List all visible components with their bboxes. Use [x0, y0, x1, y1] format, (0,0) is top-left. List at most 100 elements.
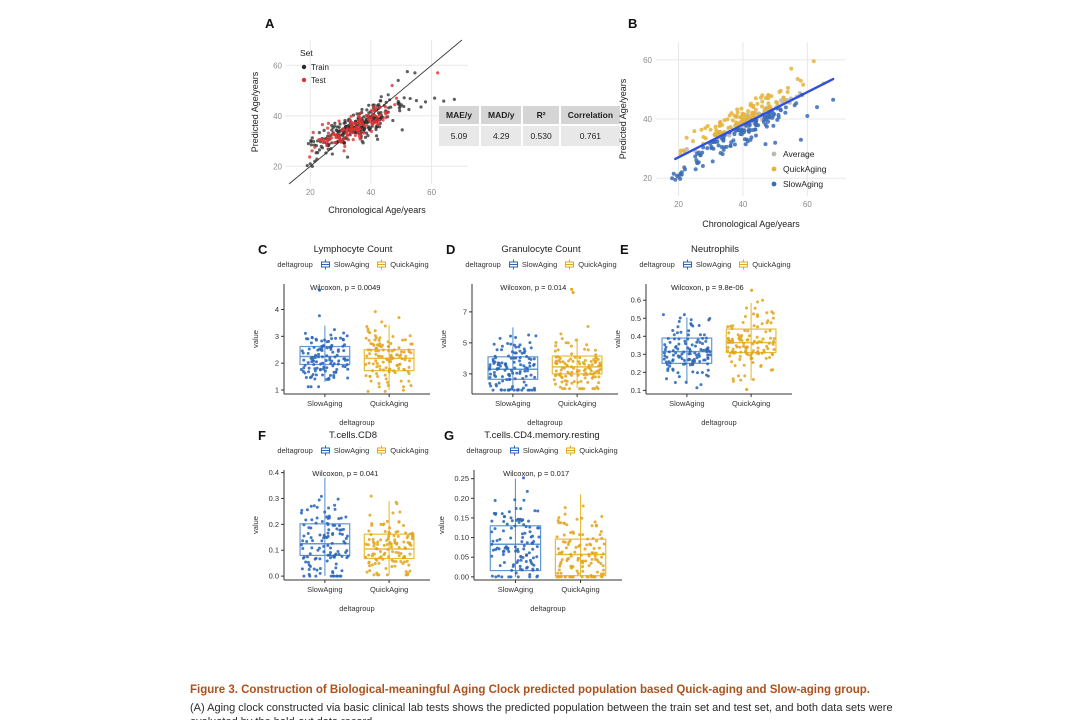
boxplot-key-icon: [377, 259, 387, 270]
metric-header-mae: MAE/y: [439, 106, 479, 124]
panel-d-box-plot: 3 5 7 Wilcoxon, p = 0.014 SlowAging QuickAgin…: [438, 270, 628, 433]
panel-f-title: T.cells.CD8: [328, 430, 378, 441]
svg-text:60: 60: [643, 56, 652, 65]
panel-c: C Lymphocyte Count deltagroup SlowAging …: [250, 240, 440, 433]
svg-text:1: 1: [275, 385, 279, 394]
svg-text:5: 5: [463, 338, 467, 347]
svg-text:40: 40: [273, 112, 282, 121]
svg-text:Wilcoxon, p = 9.8e-06: Wilcoxon, p = 9.8e-06: [671, 283, 744, 292]
metrics-table: MAE/y MAD/y R² Correlation 5.09 4.29 0.5…: [437, 104, 622, 148]
svg-text:0.2: 0.2: [269, 520, 279, 529]
panel-g: G T.cells.CD4.memory.resting deltagroup …: [436, 426, 632, 619]
legend-label: QuickAging: [578, 260, 617, 269]
boxplot-key-icon: [320, 259, 330, 270]
legend-label: SlowAging: [333, 446, 370, 455]
svg-text:Test: Test: [311, 76, 326, 85]
metric-value-correlation: 0.761: [560, 126, 621, 146]
svg-text:0.2: 0.2: [631, 368, 641, 377]
panel-e: E Neutrophils deltagroup SlowAging Quick…: [612, 240, 802, 433]
panel-a: A 20 40 60 20 40 60 Chronological Age/years Pre…: [248, 14, 476, 221]
svg-text:value: value: [437, 516, 446, 534]
panel-b-scatter-plot: 20 40 60 20 40 60 Chronological Age/years Predi…: [616, 34, 858, 235]
panel-d: D Granulocyte Count deltagroup SlowAging…: [438, 240, 628, 433]
svg-text:SlowAging: SlowAging: [783, 179, 823, 189]
svg-text:0.15: 0.15: [454, 513, 469, 522]
svg-text:40: 40: [643, 115, 652, 124]
panel-g-box-plot: 0.00 0.05 0.10 0.15 0.20 0.25 Wilcoxon, p = 0.…: [436, 456, 632, 619]
panel-e-title: Neutrophils: [690, 244, 740, 255]
legend-label: SlowAging: [521, 260, 558, 269]
legend-key-quickaging: QuickAging: [376, 445, 429, 456]
svg-text:Set: Set: [300, 48, 313, 58]
panel-c-legend: deltagroup SlowAging QuickAging: [266, 259, 440, 270]
boxplot-key-icon: [509, 445, 519, 456]
svg-text:20: 20: [306, 188, 315, 197]
boxplot-key-icon: [682, 259, 692, 270]
svg-text:0.25: 0.25: [454, 474, 469, 483]
panel-b-chart: 20 40 60 20 40 60 Chronological Age/years Predi…: [618, 42, 846, 229]
panel-f-box-plot: 0.0 0.1 0.2 0.3 0.4 Wilcoxon, p = 0.041 SlowAg…: [250, 456, 440, 619]
svg-text:QuickAging: QuickAging: [558, 399, 596, 408]
panel-f-letter: F: [258, 428, 266, 443]
svg-text:deltagroup: deltagroup: [530, 604, 565, 613]
panel-f: F T.cells.CD8 deltagroup SlowAging Quick…: [250, 426, 440, 619]
metrics-value-row: 5.09 4.29 0.530 0.761: [439, 126, 621, 146]
panel-a-scatter-plot: 20 40 60 20 40 60 Chronological Age/years Predi…: [248, 34, 476, 221]
legend-title: deltagroup: [465, 260, 501, 269]
panel-f-chart: 0.0 0.1 0.2 0.3 0.4 Wilcoxon, p = 0.041 SlowAg…: [251, 468, 430, 613]
legend-title: deltagroup: [466, 446, 502, 455]
svg-text:SlowAging: SlowAging: [495, 399, 530, 408]
svg-text:60: 60: [803, 200, 812, 209]
metric-header-correlation: Correlation: [560, 106, 621, 124]
boxplot-key-icon: [739, 259, 749, 270]
boxplot-key-icon: [377, 445, 387, 456]
svg-text:value: value: [251, 330, 260, 348]
panel-e-legend: deltagroup SlowAging QuickAging: [628, 259, 802, 270]
legend-title: deltagroup: [277, 260, 313, 269]
svg-text:Wilcoxon, p = 0.017: Wilcoxon, p = 0.017: [503, 469, 569, 478]
panel-c-chart: 1 2 3 4 Wilcoxon, p = 0.0049 SlowAging QuickAg…: [251, 283, 430, 427]
svg-text:0.6: 0.6: [631, 296, 641, 305]
svg-text:7: 7: [463, 307, 467, 316]
svg-text:3: 3: [463, 369, 467, 378]
caption-title: Figure 3. Construction of Biological-mea…: [190, 684, 871, 696]
svg-text:0.5: 0.5: [631, 314, 641, 323]
legend-key-slowaging: SlowAging: [682, 259, 731, 270]
svg-text:value: value: [439, 330, 448, 348]
boxplot-key-icon: [565, 259, 575, 270]
svg-text:20: 20: [643, 174, 652, 183]
boxplot-key-icon: [566, 445, 576, 456]
metric-value-mae: 5.09: [439, 126, 479, 146]
svg-text:SlowAging: SlowAging: [307, 399, 342, 408]
svg-text:deltagroup: deltagroup: [527, 418, 562, 427]
panel-d-legend: deltagroup SlowAging QuickAging: [454, 259, 628, 270]
svg-text:QuickAging: QuickAging: [732, 399, 770, 408]
panel-e-chart: 0.1 0.2 0.3 0.4 0.5 0.6 Wilcoxon, p = 9.8e-06 S…: [613, 283, 792, 427]
legend-label: QuickAging: [752, 260, 791, 269]
svg-text:Chronological Age/years: Chronological Age/years: [702, 219, 800, 229]
panel-b-letter: B: [628, 16, 638, 31]
panel-f-legend: deltagroup SlowAging QuickAging: [266, 445, 440, 456]
svg-text:4: 4: [275, 305, 279, 314]
legend-label: QuickAging: [390, 260, 429, 269]
panel-g-title: T.cells.CD4.memory.resting: [484, 430, 600, 441]
boxplot-key-icon: [508, 259, 518, 270]
svg-text:60: 60: [273, 61, 282, 70]
legend-label: SlowAging: [333, 260, 370, 269]
svg-text:QuickAging: QuickAging: [370, 585, 408, 594]
svg-text:0.20: 0.20: [454, 494, 469, 503]
svg-text:deltagroup: deltagroup: [701, 418, 736, 427]
panel-e-letter: E: [620, 242, 629, 257]
svg-text:0.3: 0.3: [631, 350, 641, 359]
svg-text:QuickAging: QuickAging: [561, 585, 599, 594]
svg-text:0.05: 0.05: [454, 553, 469, 562]
svg-text:Predicted Age/years: Predicted Age/years: [250, 71, 260, 152]
metric-header-r2: R²: [523, 106, 559, 124]
svg-text:Wilcoxon, p = 0.0049: Wilcoxon, p = 0.0049: [310, 283, 380, 292]
svg-text:0.4: 0.4: [269, 468, 279, 477]
svg-text:value: value: [251, 516, 260, 534]
panel-g-letter: G: [444, 428, 455, 443]
boxplot-key-icon: [320, 445, 330, 456]
svg-text:Predicted Age/years: Predicted Age/years: [618, 78, 628, 159]
